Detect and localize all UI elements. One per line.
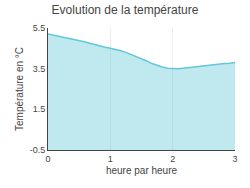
svg-text:heure par heure: heure par heure (106, 165, 178, 176)
svg-text:0: 0 (45, 154, 50, 164)
svg-text:Température en °C: Température en °C (14, 47, 25, 131)
svg-text:3.5: 3.5 (33, 64, 46, 74)
svg-text:-0.5: -0.5 (30, 145, 46, 155)
svg-text:1.5: 1.5 (33, 104, 46, 114)
svg-text:1: 1 (108, 154, 113, 164)
svg-text:2: 2 (170, 154, 175, 164)
svg-text:3: 3 (232, 154, 237, 164)
svg-text:Evolution de la température: Evolution de la température (52, 3, 199, 17)
svg-text:5.5: 5.5 (33, 23, 46, 33)
